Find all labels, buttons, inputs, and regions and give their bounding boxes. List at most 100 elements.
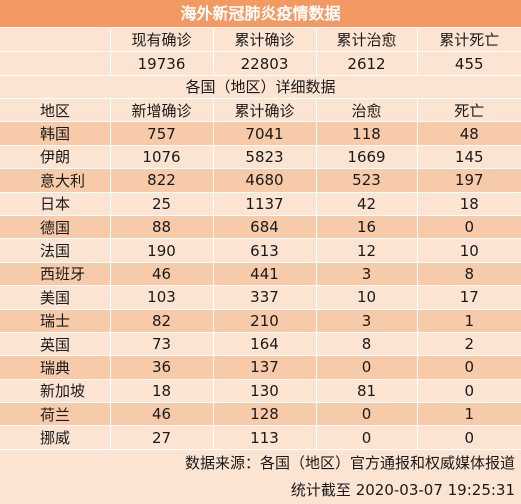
cell-cured: 3 bbox=[316, 309, 418, 333]
cell-new: 1076 bbox=[110, 145, 214, 170]
cell-region: 西班牙 bbox=[0, 262, 111, 287]
cell-region: 瑞典 bbox=[0, 355, 111, 380]
detail-table: 地区 新增确诊 累计确诊 治愈 死亡 韩国 757 7041 118 48 伊朗 1076 5… bbox=[0, 99, 521, 450]
cell-total: 613 bbox=[213, 238, 317, 263]
detail-header-cured: 治愈 bbox=[316, 99, 418, 123]
cell-region: 伊朗 bbox=[0, 145, 111, 170]
cell-cured: 81 bbox=[316, 379, 418, 404]
summary-spacer bbox=[0, 28, 111, 52]
timestamp-note: 统计截至 2020-03-07 19:25:31 bbox=[290, 480, 515, 499]
detail-subtitle: 各国（地区）详细数据 bbox=[0, 76, 521, 99]
cell-region: 荷兰 bbox=[0, 402, 111, 427]
table-row: 瑞典 36 137 0 0 bbox=[0, 355, 521, 380]
summary-header-total: 累计确诊 bbox=[213, 28, 317, 52]
cell-region: 法国 bbox=[0, 238, 111, 263]
cell-cured: 16 bbox=[316, 215, 418, 240]
summary-table: 现有确诊 累计确诊 累计治愈 累计死亡 19736 22803 2612 455 bbox=[0, 28, 521, 76]
cell-total: 113 bbox=[213, 425, 317, 450]
cell-deaths: 17 bbox=[417, 285, 521, 310]
detail-header-deaths: 死亡 bbox=[417, 99, 521, 123]
cell-cured: 523 bbox=[316, 168, 418, 193]
table-row: 荷兰 46 128 0 1 bbox=[0, 402, 521, 427]
cell-total: 1137 bbox=[213, 192, 317, 216]
summary-header-deaths: 累计死亡 bbox=[417, 28, 521, 52]
cell-cured: 10 bbox=[316, 285, 418, 310]
cell-new: 82 bbox=[110, 309, 214, 333]
cell-cured: 0 bbox=[316, 355, 418, 380]
cell-region: 挪威 bbox=[0, 425, 111, 450]
detail-header-row: 地区 新增确诊 累计确诊 治愈 死亡 bbox=[0, 99, 521, 123]
cell-total: 7041 bbox=[213, 121, 317, 146]
cell-new: 88 bbox=[110, 215, 214, 240]
table-row: 伊朗 1076 5823 1669 145 bbox=[0, 145, 521, 170]
cell-deaths: 1 bbox=[417, 309, 521, 333]
cell-cured: 3 bbox=[316, 262, 418, 287]
cell-total: 137 bbox=[213, 355, 317, 380]
cell-deaths: 2 bbox=[417, 332, 521, 357]
cell-total: 441 bbox=[213, 262, 317, 287]
cell-deaths: 18 bbox=[417, 192, 521, 216]
cell-new: 73 bbox=[110, 332, 214, 357]
table-row: 新加坡 18 130 81 0 bbox=[0, 379, 521, 404]
cell-deaths: 0 bbox=[417, 355, 521, 380]
table-row: 瑞士 82 210 3 1 bbox=[0, 309, 521, 333]
cell-cured: 42 bbox=[316, 192, 418, 216]
cell-region: 韩国 bbox=[0, 121, 111, 146]
detail-body: 韩国 757 7041 118 48 伊朗 1076 5823 1669 145 意大利 822 468… bbox=[0, 121, 521, 450]
cell-deaths: 145 bbox=[417, 145, 521, 170]
data-source-note: 数据来源：各国（地区）官方通报和权威媒体报道 bbox=[184, 453, 515, 472]
cell-deaths: 0 bbox=[417, 215, 521, 240]
detail-header-region: 地区 bbox=[0, 99, 111, 123]
cell-new: 103 bbox=[110, 285, 214, 310]
cell-deaths: 1 bbox=[417, 402, 521, 427]
table-row: 美国 103 337 10 17 bbox=[0, 285, 521, 310]
cell-new: 822 bbox=[110, 168, 214, 193]
table-row: 意大利 822 4680 523 197 bbox=[0, 168, 521, 193]
cell-region: 新加坡 bbox=[0, 379, 111, 404]
summary-values-row: 19736 22803 2612 455 bbox=[0, 51, 521, 76]
summary-value-current: 19736 bbox=[110, 51, 214, 76]
cell-new: 757 bbox=[110, 121, 214, 146]
cell-cured: 0 bbox=[316, 425, 418, 450]
cell-total: 337 bbox=[213, 285, 317, 310]
detail-header-total: 累计确诊 bbox=[213, 99, 317, 123]
cell-region: 瑞士 bbox=[0, 309, 111, 333]
summary-value-deaths: 455 bbox=[417, 51, 521, 76]
table-row: 法国 190 613 12 10 bbox=[0, 238, 521, 263]
cell-deaths: 48 bbox=[417, 121, 521, 146]
cell-region: 德国 bbox=[0, 215, 111, 240]
cell-region: 意大利 bbox=[0, 168, 111, 193]
cell-total: 164 bbox=[213, 332, 317, 357]
table-row: 英国 73 164 8 2 bbox=[0, 332, 521, 357]
cell-new: 27 bbox=[110, 425, 214, 450]
table-row: 德国 88 684 16 0 bbox=[0, 215, 521, 240]
cell-cured: 1669 bbox=[316, 145, 418, 170]
cell-total: 128 bbox=[213, 402, 317, 427]
summary-header-row: 现有确诊 累计确诊 累计治愈 累计死亡 bbox=[0, 28, 521, 52]
cell-deaths: 10 bbox=[417, 238, 521, 263]
cell-cured: 12 bbox=[316, 238, 418, 263]
summary-value-cured: 2612 bbox=[316, 51, 418, 76]
cell-total: 5823 bbox=[213, 145, 317, 170]
cell-cured: 0 bbox=[316, 402, 418, 427]
cell-deaths: 197 bbox=[417, 168, 521, 193]
summary-spacer bbox=[0, 51, 111, 76]
cell-region: 日本 bbox=[0, 192, 111, 216]
cell-new: 36 bbox=[110, 355, 214, 380]
table-row: 日本 25 1137 42 18 bbox=[0, 192, 521, 216]
cell-new: 190 bbox=[110, 238, 214, 263]
cell-new: 46 bbox=[110, 262, 214, 287]
cell-deaths: 0 bbox=[417, 425, 521, 450]
summary-header-cured: 累计治愈 bbox=[316, 28, 418, 52]
summary-value-total: 22803 bbox=[213, 51, 317, 76]
summary-header-current: 现有确诊 bbox=[110, 28, 214, 52]
cell-cured: 118 bbox=[316, 121, 418, 146]
table-footer: 数据来源：各国（地区）官方通报和权威媒体报道 统计截至 2020-03-07 1… bbox=[0, 449, 521, 504]
detail-header-new: 新增确诊 bbox=[110, 99, 214, 123]
cell-region: 美国 bbox=[0, 285, 111, 310]
table-title: 海外新冠肺炎疫情数据 bbox=[0, 0, 521, 28]
cell-cured: 8 bbox=[316, 332, 418, 357]
cell-total: 684 bbox=[213, 215, 317, 240]
table-row: 韩国 757 7041 118 48 bbox=[0, 121, 521, 146]
